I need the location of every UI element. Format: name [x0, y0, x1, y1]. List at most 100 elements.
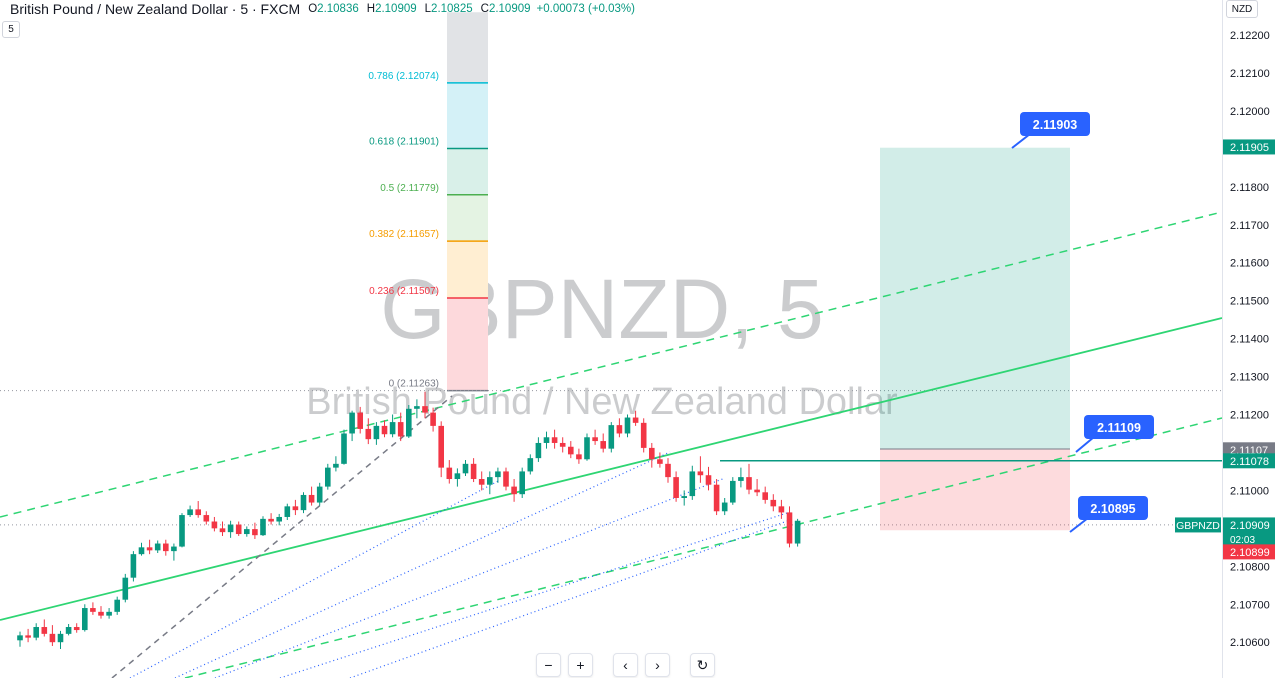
- candle: [341, 429, 347, 465]
- reset-chart-button[interactable]: ↻: [690, 653, 715, 677]
- candle-body: [640, 422, 647, 448]
- chart-header: British Pound / New Zealand Dollar · 5 ·…: [0, 0, 635, 18]
- candle: [235, 521, 242, 536]
- target-callout: 2.11903: [1011, 112, 1090, 149]
- candle: [57, 630, 64, 650]
- candle: [244, 526, 250, 537]
- candle: [65, 623, 72, 636]
- candle: [713, 479, 720, 516]
- candle: [41, 619, 48, 637]
- price-tick-label: 2.11600: [1230, 258, 1269, 270]
- scroll-left-button[interactable]: ‹: [613, 653, 638, 677]
- candle: [786, 506, 793, 548]
- candle: [292, 499, 299, 516]
- candle-body: [527, 458, 534, 472]
- candle-body: [414, 406, 420, 409]
- candle: [576, 448, 582, 464]
- price-tick-label: 2.11000: [1230, 485, 1269, 497]
- fib-level-label: 0.382 (2.11657): [369, 229, 439, 240]
- ohlc-open: O2.10836: [308, 3, 359, 15]
- axis-price-label-bg: [1223, 517, 1275, 548]
- candle-body: [341, 433, 347, 464]
- candle-body: [316, 486, 323, 503]
- candle-body: [632, 417, 639, 423]
- axis-price-label: 2.10909 02:03: [1223, 517, 1275, 548]
- candle: [268, 513, 274, 525]
- candle: [794, 518, 801, 547]
- candle: [632, 410, 639, 426]
- fib-zone: [447, 82, 488, 149]
- candle: [681, 490, 687, 506]
- candle-body: [397, 422, 404, 437]
- candle: [130, 551, 137, 582]
- candle-body: [373, 425, 380, 440]
- candle-body: [292, 506, 299, 511]
- price-axis-bg: [1222, 0, 1280, 678]
- candle-body: [657, 459, 663, 464]
- candle-body: [673, 477, 679, 498]
- candle-body: [25, 635, 31, 638]
- entry-callout: 2.11109: [1075, 415, 1154, 453]
- symbol-tag-bg: [1175, 517, 1221, 533]
- candle: [665, 458, 671, 483]
- symbol-title[interactable]: British Pound / New Zealand Dollar · 5 ·…: [10, 1, 301, 17]
- candle: [584, 433, 590, 461]
- scroll-right-button[interactable]: ›: [645, 653, 670, 677]
- candle-body: [73, 627, 80, 631]
- ohlc-low: L2.10825: [424, 3, 473, 15]
- candle: [778, 499, 785, 519]
- zoom-in-button[interactable]: +: [568, 653, 593, 677]
- candle-body: [179, 515, 185, 547]
- candle-body: [90, 608, 96, 612]
- fib-zone: [447, 297, 488, 391]
- zoom-out-button[interactable]: −: [536, 653, 561, 677]
- candle-body: [794, 520, 801, 544]
- candle-body: [503, 471, 509, 487]
- fib-zone-top: [447, 12, 488, 83]
- price-tick-label: 2.12100: [1230, 68, 1270, 80]
- candle: [730, 477, 736, 505]
- fan-line-gray: [111, 395, 453, 678]
- candle: [762, 486, 768, 504]
- candle: [397, 412, 404, 442]
- candle-body: [106, 611, 112, 616]
- callout-box: [1084, 415, 1154, 439]
- callout-pointer: [1075, 436, 1095, 453]
- candle-body: [138, 547, 145, 555]
- candles-layer: [17, 391, 801, 650]
- candle-body: [244, 529, 250, 535]
- axis-price-label: 2.10899: [1223, 544, 1275, 560]
- interval-button[interactable]: 5: [2, 21, 20, 38]
- candle: [349, 410, 355, 442]
- candle-body: [608, 425, 615, 449]
- candle-body: [786, 512, 793, 544]
- candle: [470, 458, 477, 483]
- axis-price-label-text: 2.10909: [1230, 520, 1270, 532]
- candle-body: [227, 524, 234, 533]
- drawings-layer: 0.786 (2.12074) 0.618 (2.11901) 0.5 (2.117…: [0, 12, 1223, 678]
- candle-body: [430, 412, 436, 426]
- axis-price-label-text: 2.11905: [1230, 142, 1269, 154]
- candle-body: [568, 446, 574, 455]
- candle: [82, 604, 88, 632]
- candle: [203, 511, 210, 525]
- candle: [414, 399, 420, 419]
- candle-body: [535, 442, 542, 459]
- currency-button[interactable]: NZD: [1226, 0, 1258, 18]
- price-change: +0.00073 (+0.03%): [536, 3, 635, 15]
- candle-body: [300, 494, 307, 511]
- price-tick-label: 2.11400: [1230, 334, 1269, 346]
- candle: [430, 407, 436, 432]
- callout-text: 2.10895: [1090, 502, 1135, 516]
- candle: [511, 479, 517, 502]
- candle: [454, 468, 461, 487]
- fan-line-dotted: [214, 477, 726, 678]
- candle: [219, 521, 226, 536]
- watermark-name: British Pound / New Zealand Dollar: [306, 381, 898, 423]
- candle-body: [462, 463, 469, 474]
- candle: [503, 467, 509, 491]
- candle: [365, 418, 372, 445]
- fan-line-dotted: [174, 451, 671, 678]
- candle: [98, 606, 104, 619]
